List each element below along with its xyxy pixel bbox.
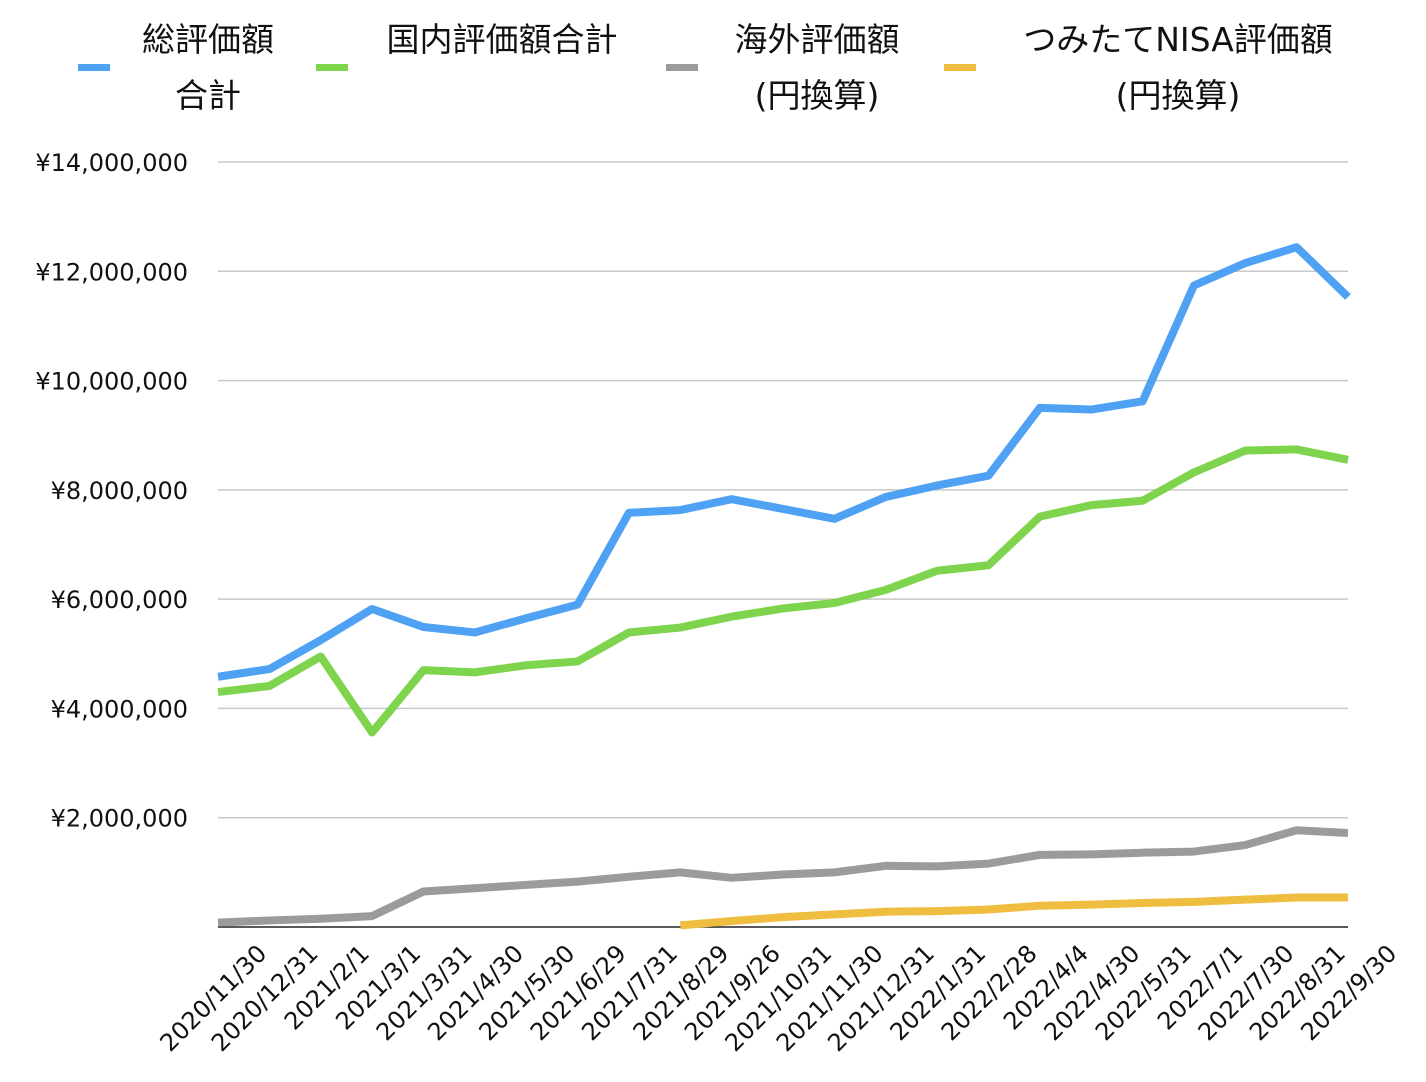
- legend-label: (円換算): [755, 76, 880, 115]
- legend-label: つみたてNISA評価額: [1023, 20, 1333, 59]
- y-tick-label: ¥14,000,000: [35, 149, 188, 177]
- series-line-2: [217, 445, 1349, 737]
- legend-label: 合計: [175, 76, 241, 115]
- legend-swatch: [78, 64, 110, 71]
- y-tick-label: ¥10,000,000: [35, 368, 188, 396]
- y-tick-label: ¥12,000,000: [35, 258, 188, 286]
- series-line-1: [217, 243, 1351, 681]
- series-line-4: [679, 893, 1348, 930]
- gridlines: [218, 161, 1348, 819]
- x-axis: 2020/11/302020/12/312021/2/12021/3/12021…: [155, 926, 1402, 1057]
- legend-swatch: [316, 64, 348, 71]
- series-layer: [217, 243, 1351, 930]
- legend-label: 海外評価額: [735, 20, 900, 59]
- y-tick-label: ¥4,000,000: [51, 695, 188, 723]
- y-tick-label: ¥2,000,000: [51, 805, 188, 833]
- legend-swatch: [944, 64, 976, 71]
- legend-label: 総評価額: [142, 20, 274, 59]
- y-tick-label: ¥6,000,000: [51, 586, 188, 614]
- y-axis: ¥2,000,000 ¥4,000,000 ¥6,000,000 ¥8,000,000…: [35, 149, 188, 833]
- legend-label: (円換算): [1116, 76, 1241, 115]
- y-tick-label: ¥8,000,000: [51, 477, 188, 505]
- legend-swatch: [666, 64, 698, 71]
- legend-label: 国内評価額合計: [387, 20, 618, 59]
- series-line-3: [217, 826, 1349, 927]
